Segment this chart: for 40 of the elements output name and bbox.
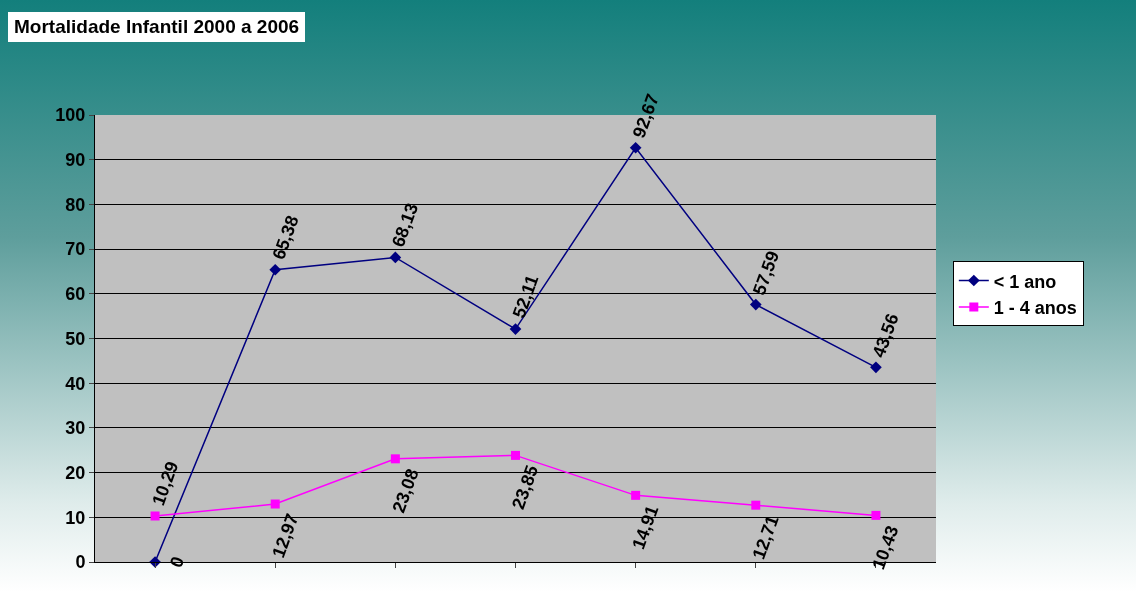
data-label: 10,43 (868, 523, 903, 573)
y-tick-label: 80 (65, 194, 86, 215)
y-tick-label: 10 (65, 507, 86, 528)
point (511, 450, 520, 460)
data-label: 23,85 (508, 462, 543, 512)
y-tick-label: 60 (65, 284, 86, 305)
data-label: 23,08 (388, 466, 423, 516)
point (631, 490, 641, 500)
point (751, 500, 761, 510)
point (871, 510, 881, 520)
data-label: 12,71 (748, 512, 783, 562)
point (270, 499, 280, 509)
data-label: 10,29 (148, 458, 183, 509)
point (629, 141, 642, 154)
point (269, 263, 282, 276)
y-tick-label: 40 (65, 373, 86, 394)
y-tick-label: 90 (65, 150, 86, 170)
y-tick-label: 20 (65, 462, 86, 483)
data-label: 52,11 (508, 272, 543, 321)
y-tick-label: 70 (65, 239, 86, 260)
data-label: 57,59 (749, 248, 784, 298)
data-label: 14,91 (628, 502, 663, 552)
y-tick-label: 50 (65, 328, 86, 349)
y-tick-label: 0 (75, 552, 86, 573)
y-tick-label: 30 (65, 418, 86, 439)
y-tick-label: 100 (55, 105, 86, 126)
point (509, 323, 522, 335)
data-label: 92,67 (628, 91, 663, 141)
data-label: 65,38 (268, 212, 303, 263)
chart-title: Mortalidade Infantil 2000 a 2006 (8, 12, 306, 42)
legend-label: 1 - 4 anos (993, 297, 1077, 318)
point (150, 511, 160, 521)
data-label: 43,56 (868, 310, 903, 361)
legend-label: < 1 ano (993, 271, 1057, 292)
data-label: 68,13 (387, 200, 423, 250)
data-label: 12,97 (268, 511, 303, 561)
point (390, 454, 400, 464)
point (389, 251, 402, 264)
point (870, 361, 882, 374)
point (749, 298, 762, 311)
